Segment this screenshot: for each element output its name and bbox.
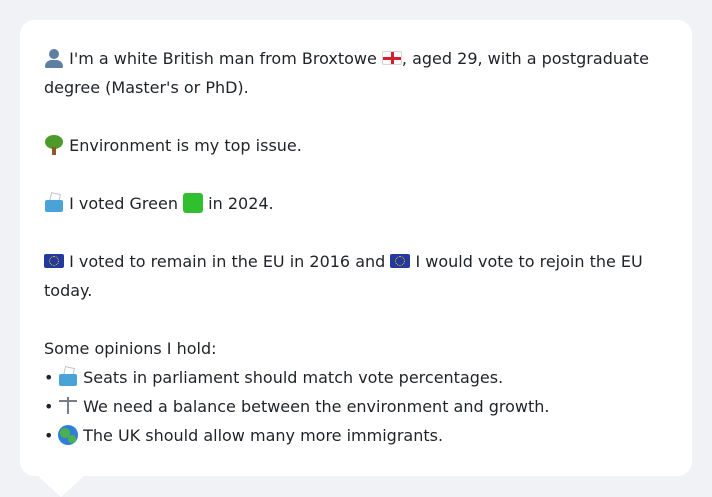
top-issue-text: Environment is my top issue.	[69, 136, 302, 155]
opinion-item: • Seats in parliament should match vote …	[44, 363, 668, 392]
eu-text-part2: I would vote to rejoin the EU	[415, 252, 643, 271]
intro-text: I'm a white British man from Broxtowe	[69, 49, 377, 68]
top-issue-paragraph: Environment is my top issue.	[44, 131, 668, 160]
england-flag-icon	[381, 51, 402, 65]
ballot-box-icon	[44, 193, 64, 213]
vote-suffix: in 2024.	[208, 194, 274, 213]
opinion-item: • We need a balance between the environm…	[44, 392, 668, 421]
eu-paragraph: I voted to remain in the EU in 2016 and …	[44, 247, 668, 305]
vote-prefix: I voted Green	[69, 194, 178, 213]
intro-paragraph: I'm a white British man from Broxtowe , …	[44, 44, 668, 102]
vote-paragraph: I voted Green in 2024.	[44, 189, 668, 218]
opinions-section: Some opinions I hold: • Seats in parliam…	[44, 334, 668, 450]
person-silhouette-icon	[44, 48, 64, 68]
intro-line-2: degree (Master's or PhD).	[44, 78, 249, 97]
top-issue-line: Environment is my top issue.	[44, 131, 668, 160]
opinion-text: Seats in parliament should match vote pe…	[83, 368, 504, 387]
vote-line: I voted Green in 2024.	[44, 189, 668, 218]
eu-line-1: I voted to remain in the EU in 2016 and …	[44, 247, 668, 276]
opinion-text: The UK should allow many more immigrants…	[83, 426, 444, 445]
scales-icon	[58, 396, 78, 416]
eu-text-part1: I voted to remain in the EU in 2016 and	[69, 252, 386, 271]
bullet-icon: •	[44, 368, 54, 387]
bullet-icon: •	[44, 426, 54, 445]
eu-flag-icon	[390, 254, 411, 268]
eu-line-2: today.	[44, 281, 93, 300]
intro-line-1: I'm a white British man from Broxtowe , …	[44, 44, 668, 73]
globe-icon	[58, 425, 78, 445]
bullet-icon: •	[44, 397, 54, 416]
opinion-text: We need a balance between the environmen…	[83, 397, 550, 416]
opinion-item: • The UK should allow many more immigran…	[44, 421, 668, 450]
message-bubble: I'm a white British man from Broxtowe , …	[20, 20, 692, 476]
opinions-heading: Some opinions I hold:	[44, 339, 217, 358]
ballot-box-icon	[58, 367, 78, 387]
green-square-icon	[183, 193, 204, 213]
intro-text-suffix: , aged 29, with a postgraduate	[401, 49, 649, 68]
eu-flag-icon	[44, 254, 64, 268]
bubble-tail	[38, 476, 84, 497]
tree-icon	[44, 135, 64, 155]
